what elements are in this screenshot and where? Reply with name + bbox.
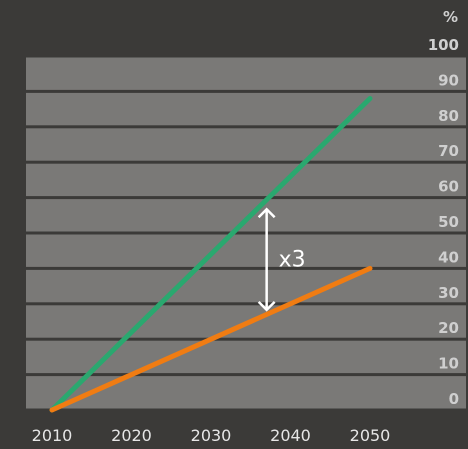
grid-band [26, 340, 466, 374]
annotation: x3 [257, 207, 306, 312]
y-tick-label: 40 [438, 248, 459, 266]
x-axis-ticks: 2010 2020 2030 2040 2050 [32, 426, 391, 445]
grid-band [26, 376, 466, 409]
x-tick-label: 2050 [350, 426, 391, 445]
y-tick-label: 60 [438, 178, 459, 196]
y-tick-label: 90 [438, 71, 459, 89]
x-tick-label: 2010 [32, 426, 73, 445]
y-tick-label: 80 [438, 107, 459, 125]
plot-bands [26, 57, 466, 409]
series-lines [49, 95, 373, 413]
y-tick-label: 50 [438, 213, 459, 231]
grid-band [26, 163, 466, 197]
x-tick-label: 2040 [270, 426, 311, 445]
y-tick-label: 10 [438, 355, 459, 373]
y-axis-ticks: 0 10 20 30 40 50 60 70 80 90 100 [428, 36, 459, 408]
grid-band [26, 92, 466, 126]
series-line-1 [49, 95, 373, 413]
y-tick-label: 100 [428, 36, 459, 54]
grid-band [26, 269, 466, 303]
annotation-arrow-head-up [257, 207, 276, 219]
grid-band [26, 199, 466, 232]
y-tick-label: 30 [438, 284, 459, 302]
y-tick-label: 20 [438, 319, 459, 337]
grid-band [26, 57, 466, 90]
grid-band [26, 234, 466, 267]
grid-band [26, 128, 466, 161]
y-tick-label: 70 [438, 142, 459, 160]
annotation-label: x3 [279, 248, 306, 273]
series-line-2 [49, 265, 373, 413]
y-unit-label: % [443, 8, 458, 26]
annotation-arrow-head-down [257, 300, 276, 312]
x-tick-label: 2030 [191, 426, 232, 445]
x-tick-label: 2020 [111, 426, 152, 445]
y-tick-label: 0 [449, 390, 459, 408]
